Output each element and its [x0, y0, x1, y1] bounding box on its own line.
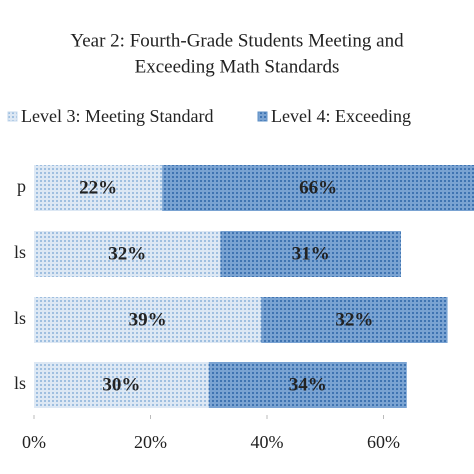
- value-label: 66%: [299, 177, 337, 198]
- x-tick-label: 20%: [134, 432, 167, 452]
- legend-label: Level 4: Exceeding: [271, 106, 411, 126]
- chart-title: Exceeding Math Standards: [135, 56, 340, 77]
- x-tick-label: 60%: [367, 432, 400, 452]
- value-label: 32%: [335, 309, 373, 330]
- y-tick-label: ls: [14, 308, 26, 328]
- bar-segment: [34, 231, 221, 277]
- value-label: 22%: [79, 177, 117, 198]
- x-tick-label: 0%: [22, 432, 46, 452]
- bar-segment: [34, 165, 163, 211]
- bar-segment: [261, 297, 448, 343]
- bar-segment: [34, 362, 209, 408]
- x-tick-label: 40%: [251, 432, 284, 452]
- value-label: 30%: [102, 374, 140, 395]
- chart-title: Year 2: Fourth-Grade Students Meeting an…: [70, 30, 404, 51]
- legend-label: Level 3: Meeting Standard: [21, 106, 213, 126]
- bar-segment: [34, 297, 262, 343]
- value-label: 34%: [289, 374, 327, 395]
- value-label: 31%: [292, 243, 330, 264]
- y-tick-label: ls: [14, 373, 26, 393]
- y-tick-label: p: [17, 176, 26, 196]
- y-tick-label: ls: [14, 242, 26, 262]
- value-label: 32%: [108, 243, 146, 264]
- value-label: 39%: [129, 309, 167, 330]
- bar-segment: [162, 165, 474, 211]
- legend-swatch: [7, 111, 18, 122]
- legend-swatch: [257, 111, 268, 122]
- bar-segment: [220, 231, 401, 277]
- bar-segment: [208, 362, 407, 408]
